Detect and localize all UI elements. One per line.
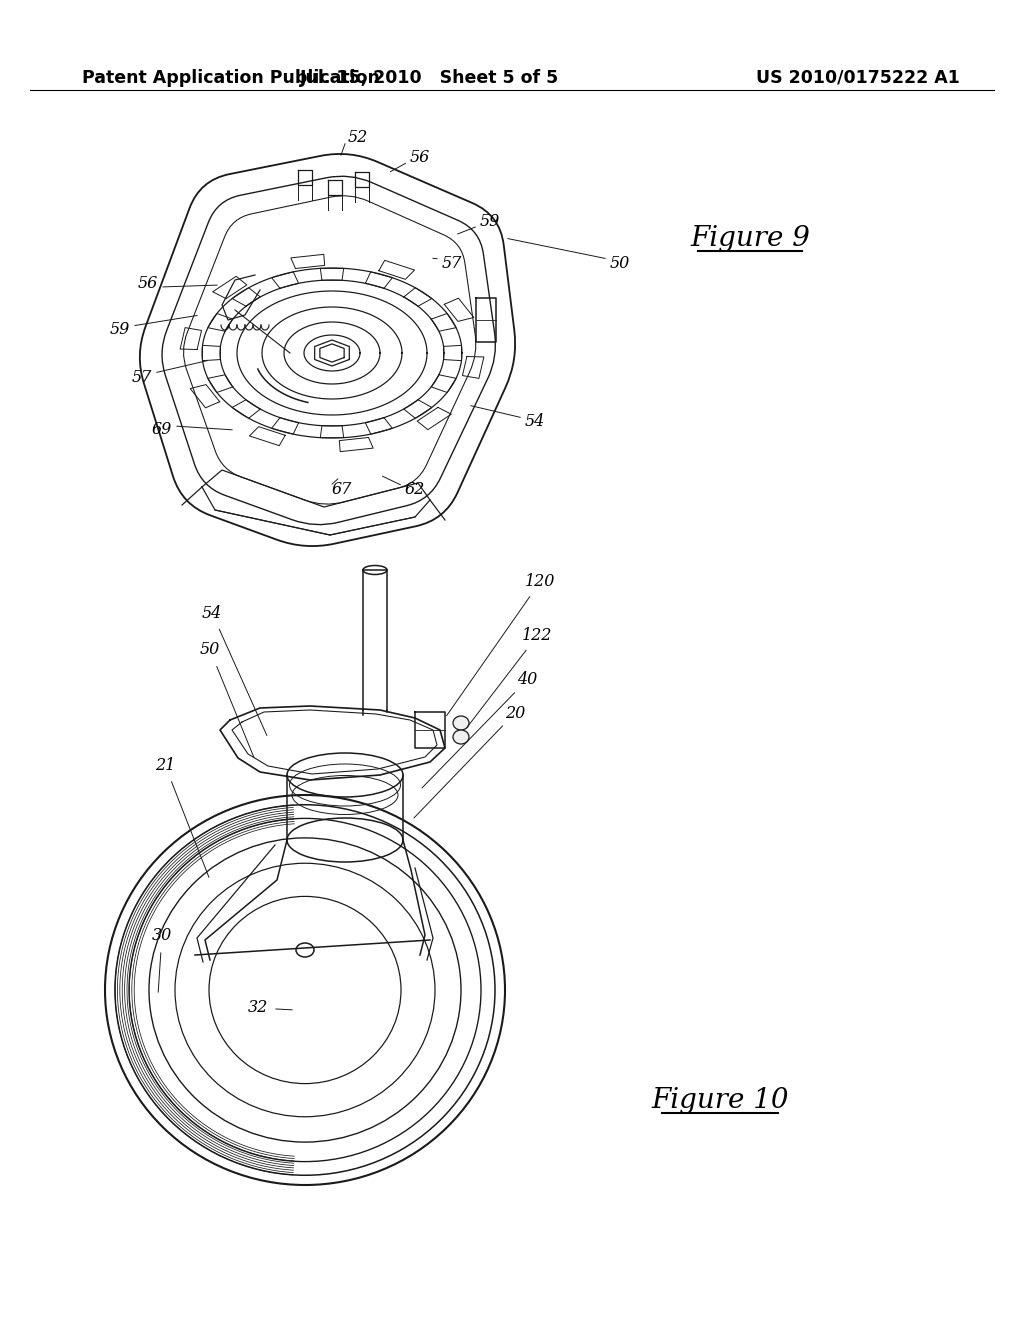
Text: 54: 54 (525, 413, 545, 430)
Ellipse shape (453, 715, 469, 730)
Ellipse shape (296, 942, 314, 957)
Text: Figure 10: Figure 10 (651, 1086, 788, 1114)
Text: 21: 21 (155, 756, 175, 774)
Text: US 2010/0175222 A1: US 2010/0175222 A1 (756, 69, 961, 87)
Text: 32: 32 (248, 999, 268, 1016)
Text: 50: 50 (200, 642, 220, 659)
Text: 56: 56 (410, 149, 430, 166)
Text: 20: 20 (505, 705, 525, 722)
Text: 122: 122 (522, 627, 552, 644)
Text: 69: 69 (152, 421, 172, 438)
Text: 40: 40 (517, 672, 538, 689)
Text: 57: 57 (442, 255, 462, 272)
Ellipse shape (453, 730, 469, 744)
Text: 59: 59 (110, 322, 130, 338)
Text: 56: 56 (138, 275, 158, 292)
Text: 54: 54 (202, 605, 222, 622)
Text: 59: 59 (480, 214, 500, 231)
Text: Figure 9: Figure 9 (690, 224, 810, 252)
Text: 52: 52 (348, 128, 368, 145)
Text: Jul. 15, 2010   Sheet 5 of 5: Jul. 15, 2010 Sheet 5 of 5 (300, 69, 560, 87)
Text: 30: 30 (152, 927, 172, 944)
Text: 57: 57 (132, 368, 153, 385)
Text: 62: 62 (404, 482, 425, 499)
Text: 120: 120 (525, 573, 555, 590)
Text: Patent Application Publication: Patent Application Publication (82, 69, 380, 87)
Text: 50: 50 (610, 255, 630, 272)
Text: 67: 67 (332, 482, 352, 499)
